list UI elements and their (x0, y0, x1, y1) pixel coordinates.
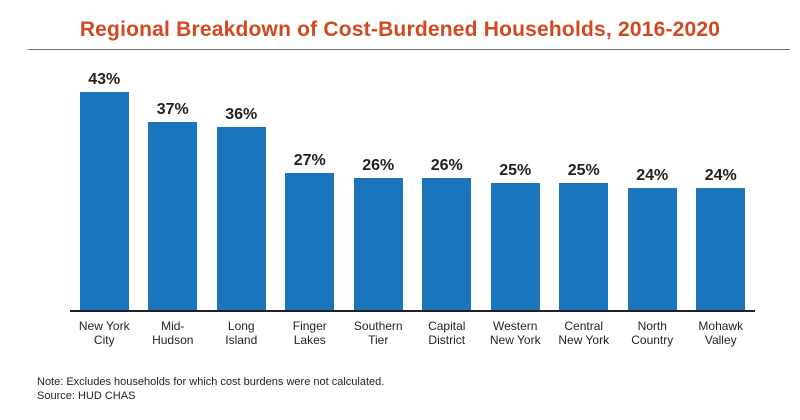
bar-value-label: 43% (88, 71, 121, 88)
title-divider (28, 49, 790, 50)
bar: 43% (79, 71, 129, 310)
x-axis-label: Mid- Hudson (152, 319, 194, 347)
note-text: Note: Excludes households for which cost… (37, 376, 385, 388)
bar-value-label: 26% (362, 157, 395, 174)
x-axis-label: North Country (631, 319, 674, 347)
bar: 37% (148, 101, 198, 310)
bar-column: 26% (344, 92, 413, 310)
bar-value-label: 26% (430, 157, 463, 174)
x-axis-label: Capital District (428, 319, 466, 347)
bar-value-label: 36% (225, 106, 258, 123)
x-axis-label: Mohawk Valley (698, 319, 744, 347)
bar: 26% (353, 157, 403, 310)
bar: 25% (559, 162, 609, 310)
bar: 24% (627, 167, 677, 310)
bar-column: 25% (550, 92, 619, 310)
bar: 26% (422, 157, 472, 310)
x-axis-label: Long Island (225, 319, 258, 347)
bar: 27% (285, 152, 335, 310)
bar: 36% (216, 106, 266, 310)
bar-column: 25% (481, 92, 550, 310)
bar-value-label: 37% (156, 101, 189, 118)
chart-title: Regional Breakdown of Cost-Burdened Hous… (79, 18, 721, 41)
plot-area: 43% 37% 36% 27% 26% 26% 25% 25% 24% 24% (70, 71, 756, 312)
footnotes: Note: Excludes households for which cost… (37, 375, 800, 403)
x-axis-label: Southern Tier (353, 319, 403, 347)
x-axis-labels: New York City Mid- Hudson Long Island Finge… (70, 319, 755, 347)
bar-value-label: 25% (499, 162, 532, 179)
x-axis-label: Central New York (558, 319, 610, 347)
bar: 25% (490, 162, 540, 310)
bar-chart: 43% 37% 36% 27% 26% 26% 25% 25% 24% 24% New York … (70, 71, 756, 347)
bar-column: 24% (618, 92, 687, 310)
bar-column: 24% (687, 92, 756, 310)
bar-value-label: 24% (636, 167, 669, 184)
bar: 24% (696, 167, 746, 310)
x-axis-label: New York City (78, 319, 130, 347)
x-axis-label: Finger Lakes (292, 319, 327, 347)
source-text: Source: HUD CHAS (37, 390, 136, 402)
bar-column: 43% (70, 71, 139, 310)
bar-value-label: 24% (704, 167, 737, 184)
bar-value-label: 27% (293, 152, 326, 169)
bar-column: 27% (276, 92, 345, 310)
bar-column: 36% (207, 92, 276, 310)
bar-value-label: 25% (567, 162, 600, 179)
x-axis-label: Western New York (489, 319, 541, 347)
bar-column: 37% (139, 92, 208, 310)
bar-column: 26% (413, 92, 482, 310)
